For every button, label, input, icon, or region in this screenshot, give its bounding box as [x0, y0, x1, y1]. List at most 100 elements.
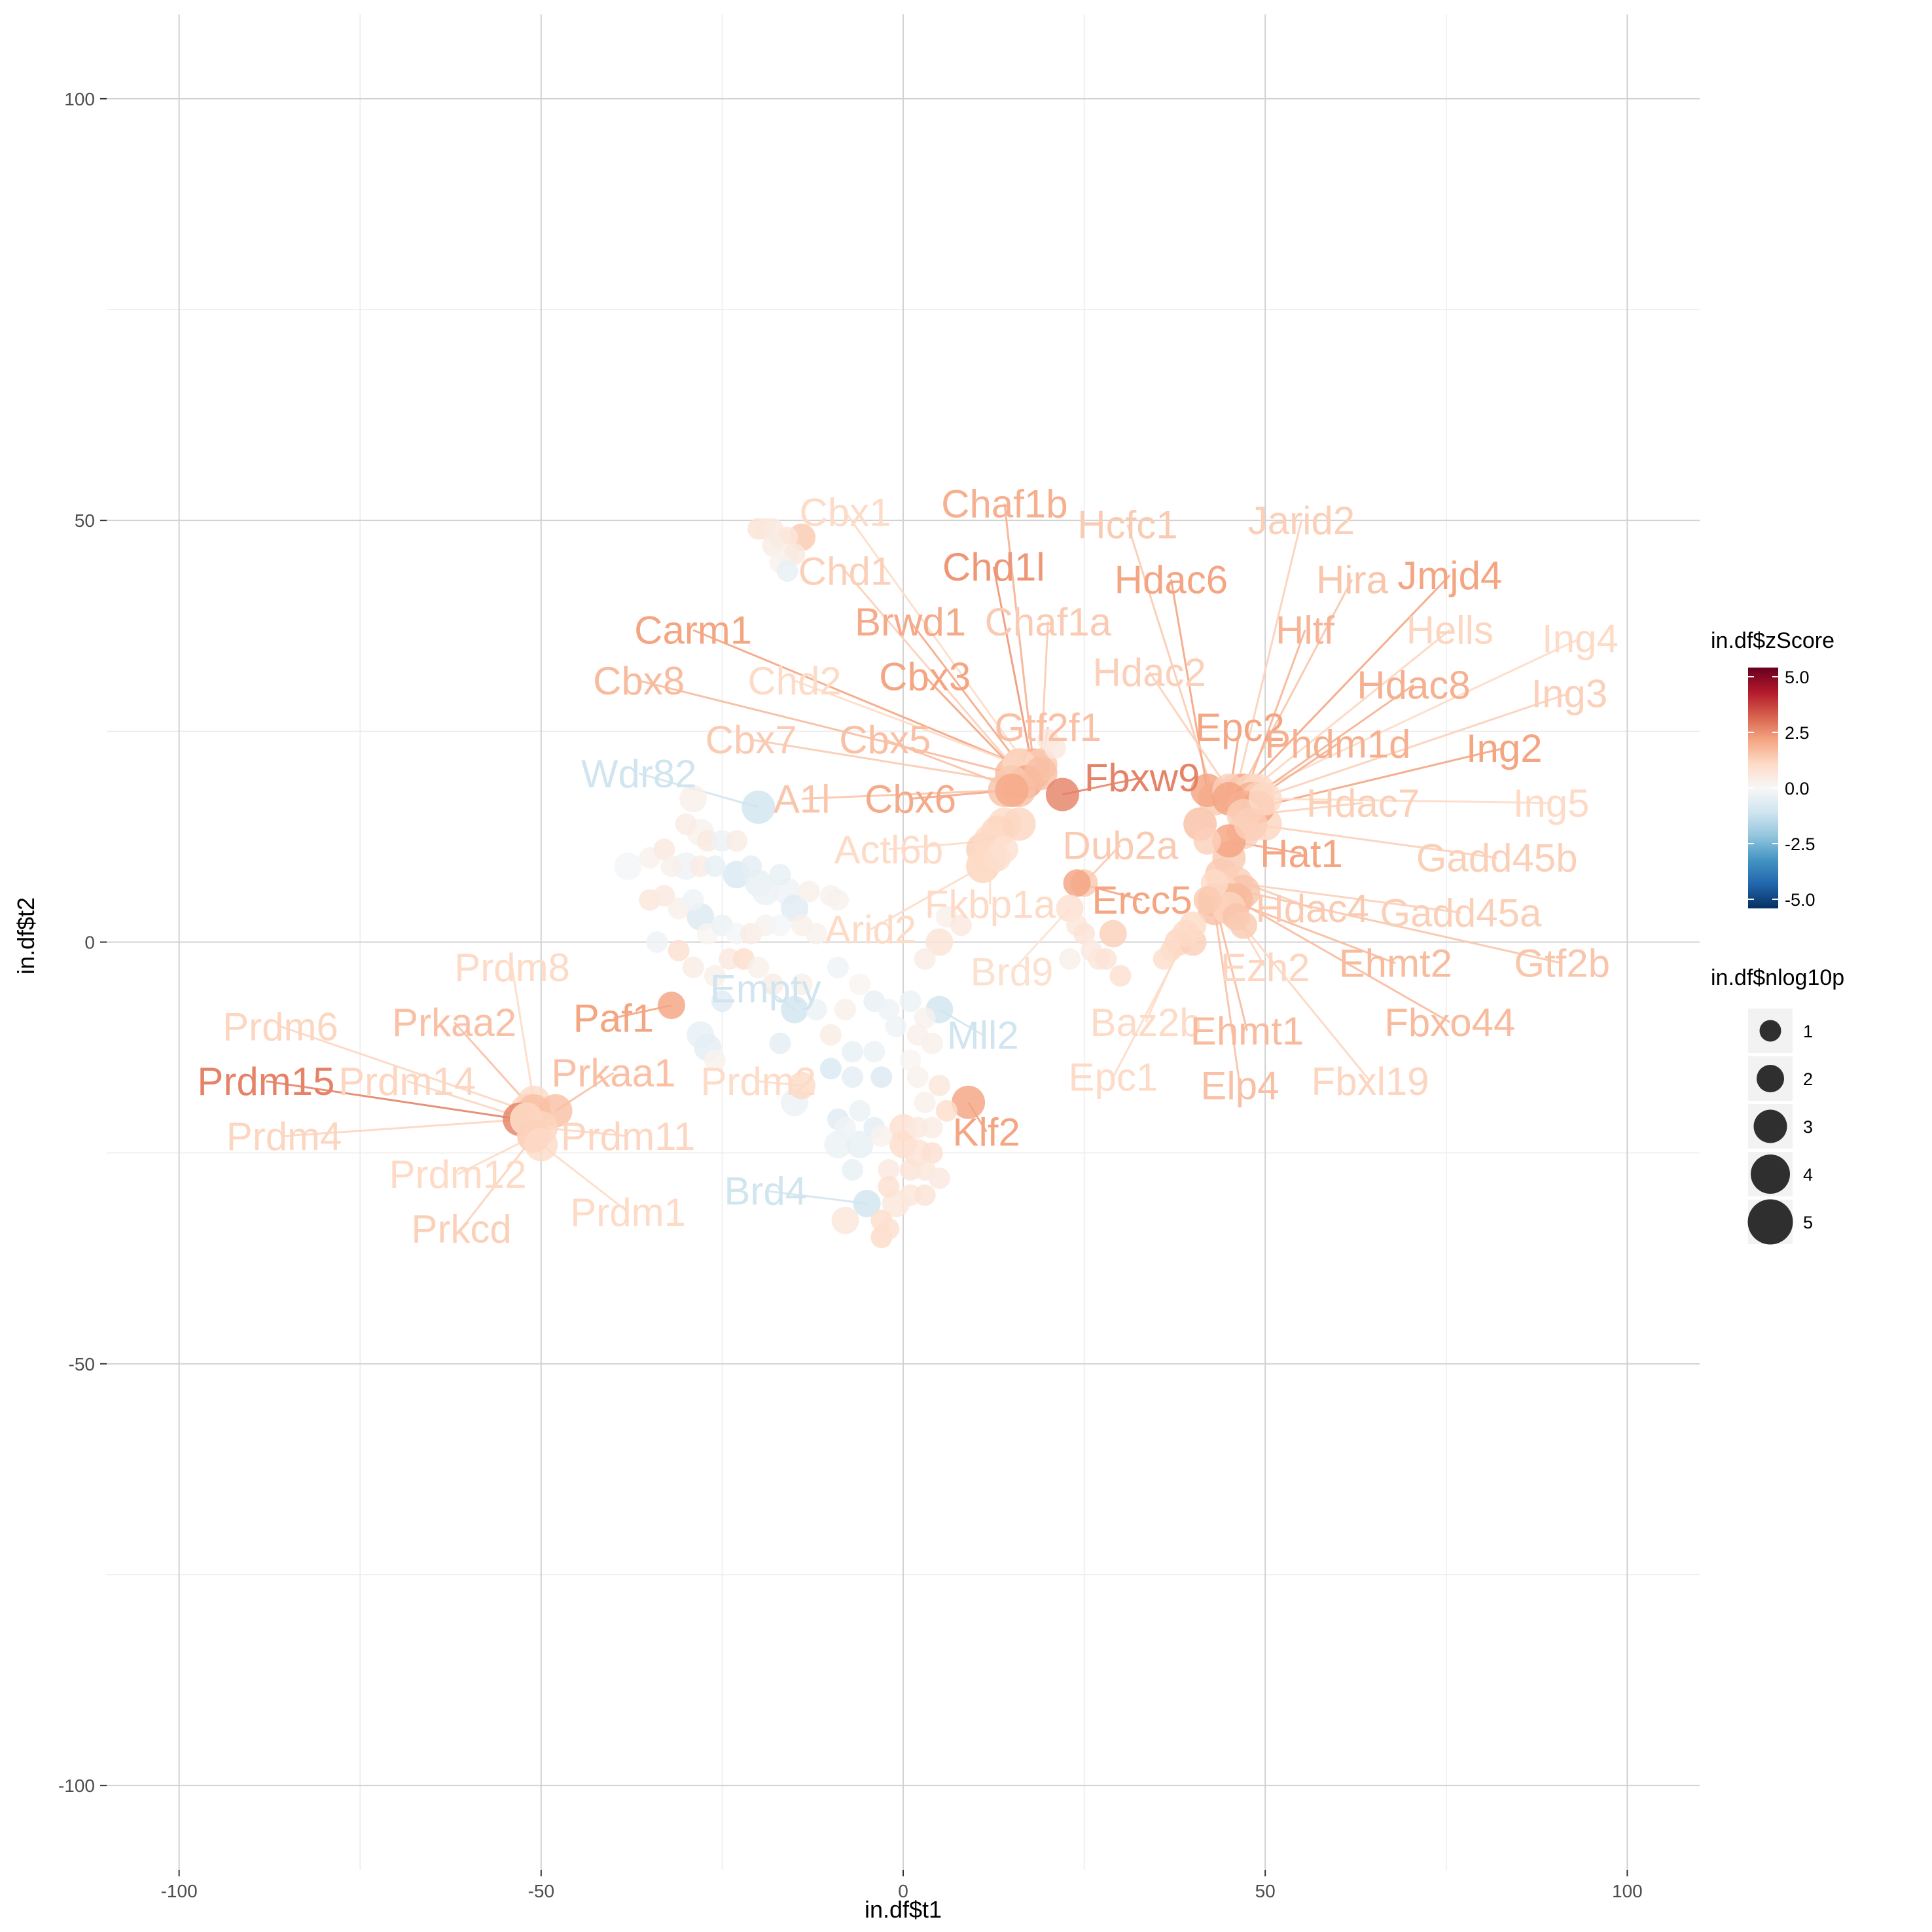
data-point	[1063, 869, 1091, 897]
point-label: Prdm8	[454, 946, 570, 990]
data-point	[870, 1125, 893, 1147]
point-label: Hdac7	[1306, 781, 1420, 825]
point-label: Fbxw9	[1084, 756, 1200, 800]
point-label: Hcfc1	[1077, 503, 1177, 547]
leader-line	[751, 738, 1012, 783]
point-label: Hdac6	[1115, 558, 1228, 601]
point-label: Brwd1	[855, 600, 966, 644]
data-point	[704, 1049, 726, 1071]
data-point	[842, 1041, 864, 1063]
point-label: Hells	[1406, 609, 1494, 653]
data-point	[769, 914, 791, 937]
point-label: Chaf1a	[985, 600, 1112, 644]
data-point	[1229, 911, 1257, 939]
nlog10p-legend-title: in.df$nlog10p	[1711, 965, 1844, 990]
data-point	[653, 838, 675, 861]
point-label: Prkcd	[411, 1208, 511, 1251]
data-point	[660, 855, 683, 878]
data-point	[921, 1117, 943, 1139]
point-label: Empty	[710, 967, 821, 1011]
data-point	[791, 973, 813, 995]
data-point	[805, 923, 827, 945]
point-label: Hdac8	[1357, 663, 1470, 707]
data-point	[819, 1024, 842, 1046]
data-point	[769, 1032, 791, 1054]
data-point	[827, 956, 849, 978]
point-label: Baz2b	[1090, 1001, 1202, 1045]
point-label: Paf1	[573, 996, 654, 1040]
leader-line	[1228, 899, 1396, 965]
data-point	[853, 1189, 881, 1217]
data-point	[675, 813, 697, 835]
leader-line	[1250, 823, 1497, 859]
point-label: Cbx6	[865, 777, 956, 821]
label-leader-lines	[266, 503, 1581, 1230]
point-label: Brd4	[724, 1170, 807, 1213]
x-tick-label: -50	[528, 1881, 554, 1901]
data-point	[704, 965, 726, 987]
data-point	[769, 863, 791, 885]
leader-line	[1235, 579, 1353, 800]
x-tick-label: -100	[161, 1881, 198, 1901]
data-point	[781, 995, 809, 1024]
x-axis-ticks: -100 -50 0 50 100	[161, 1870, 1643, 1901]
leader-line	[280, 1025, 528, 1112]
point-label: Hira	[1316, 558, 1389, 601]
point-label: Prdm14	[338, 1060, 476, 1103]
leader-line	[266, 1080, 520, 1120]
leader-line	[1228, 908, 1371, 1082]
point-label: Gtf2f1	[995, 706, 1101, 749]
data-point	[921, 1142, 943, 1164]
point-label: Epc2	[1195, 706, 1285, 749]
point-label: Prdm15	[197, 1060, 334, 1103]
data-point	[1095, 948, 1117, 970]
point-label: Gtf2b	[1514, 942, 1610, 986]
data-point	[870, 1066, 893, 1088]
point-label: Dub2a	[1063, 823, 1179, 867]
leader-line	[1257, 637, 1581, 791]
point-label: Prkaa1	[551, 1051, 675, 1095]
leader-line	[692, 629, 1020, 766]
point-label: Prdm2	[700, 1060, 816, 1103]
leader-line	[1011, 907, 1071, 973]
point-label: Ing5	[1513, 781, 1590, 825]
point-label: Ing4	[1542, 617, 1619, 661]
data-point	[1234, 807, 1268, 841]
data-point	[914, 948, 936, 970]
data-point	[878, 1175, 900, 1198]
leader-line	[1242, 630, 1306, 799]
y-axis-title: in.df$t2	[12, 897, 39, 975]
y-tick-label: 100	[64, 89, 95, 109]
data-point	[827, 889, 849, 911]
size-key-dot	[1759, 1020, 1781, 1042]
point-label: Fkbp1a	[925, 883, 1056, 927]
data-point	[878, 1218, 900, 1240]
leader-line	[460, 1135, 535, 1230]
leader-line	[794, 679, 1020, 766]
point-label: Prdm1	[570, 1190, 686, 1234]
data-point	[885, 1015, 907, 1037]
data-point	[842, 1158, 864, 1181]
data-point	[1109, 965, 1132, 987]
point-label: Cbx1	[799, 490, 891, 534]
data-point	[819, 1058, 842, 1080]
zscore-color-legend: in.df$zScore 5.0 2.5 0.0 -2.5 -5.0	[1711, 628, 1834, 910]
point-labels: Cbx1 Chaf1b Chd1 Chd1l Carm1 Brwd1 Chaf1a Cbx8 C…	[197, 482, 1618, 1251]
leader-line	[909, 620, 1028, 774]
data-point	[950, 914, 973, 937]
data-point	[914, 1007, 936, 1029]
point-label: Ing2	[1466, 726, 1543, 770]
point-label: Prkaa2	[392, 1001, 516, 1045]
size-key-label: 2	[1803, 1069, 1813, 1089]
leader-line	[1265, 797, 1552, 804]
colorbar-tick-label: 2.5	[1785, 723, 1810, 743]
data-point	[1179, 911, 1207, 939]
point-label: Prdm4	[226, 1115, 342, 1158]
data-point	[682, 889, 704, 911]
point-label: Klf2	[953, 1110, 1020, 1154]
point-label: Jmjd4	[1397, 554, 1502, 598]
data-point	[1099, 920, 1127, 948]
leader-line	[992, 566, 1035, 774]
size-key-label: 3	[1803, 1117, 1813, 1137]
